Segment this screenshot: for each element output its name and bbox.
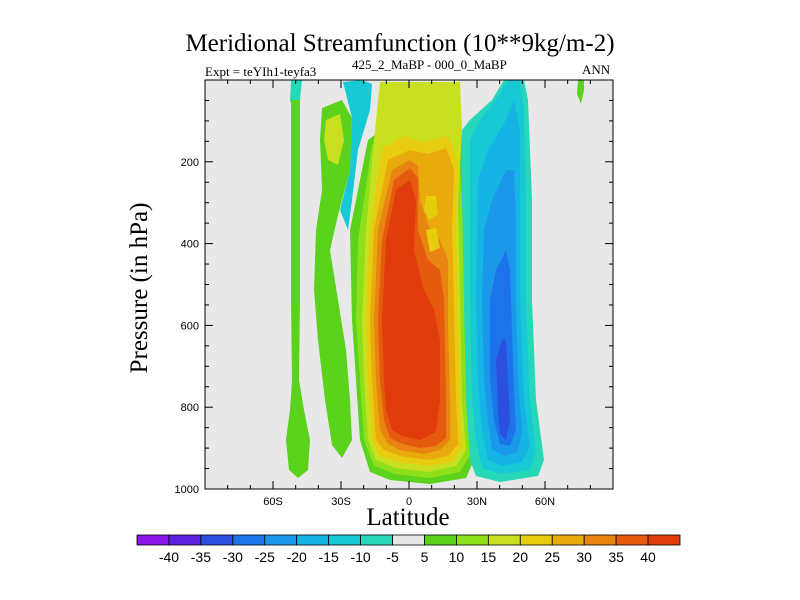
colorbar-label: 35 bbox=[608, 549, 624, 565]
contour-green-south-polar bbox=[286, 100, 310, 478]
contour-cyan-south-polar bbox=[290, 80, 302, 102]
y-tick-label: 800 bbox=[181, 402, 199, 414]
contour-cyan-south-mid bbox=[340, 80, 372, 230]
contour-hadley-pocket-3 bbox=[426, 228, 440, 252]
y-tick-label: 400 bbox=[181, 239, 199, 251]
colorbar-swatch bbox=[200, 534, 234, 546]
experiment-label: Expt = teYIh1-teyfa3 bbox=[205, 64, 317, 79]
x-tick-label: 60N bbox=[535, 496, 555, 508]
contour-north-high-lat bbox=[577, 80, 584, 104]
colorbar-swatch bbox=[519, 534, 553, 546]
season-label: ANN bbox=[582, 62, 611, 77]
contour-yellowgreen-south-ferrel bbox=[324, 114, 344, 165]
colorbar-label: 15 bbox=[481, 549, 497, 565]
colorbar-swatch bbox=[615, 534, 649, 546]
colorbar-label: -10 bbox=[350, 549, 370, 565]
colorbar-swatch bbox=[583, 534, 617, 546]
colorbar-label: -15 bbox=[319, 549, 339, 565]
period-label: 425_2_MaBP - 000_0_MaBP bbox=[352, 57, 507, 72]
y-axis-label: Pressure (in hPa) bbox=[126, 202, 153, 374]
colorbar-swatch bbox=[264, 534, 298, 546]
colorbar-label: -30 bbox=[223, 549, 243, 565]
colorbar-swatch bbox=[424, 534, 457, 546]
x-tick-label: 30N bbox=[467, 496, 487, 508]
colorbar-label: -20 bbox=[287, 549, 307, 565]
colorbar-swatch bbox=[456, 534, 489, 546]
contour-hadley-40 bbox=[382, 180, 440, 440]
colorbar-label: 10 bbox=[449, 549, 465, 565]
x-tick-label: 60S bbox=[263, 496, 283, 508]
colorbar-swatch bbox=[487, 534, 521, 546]
colorbar-label: -35 bbox=[191, 549, 211, 565]
colorbar-swatch bbox=[168, 534, 202, 546]
axis-ticks: 60S 30S 0 30N 60N 200 400 600 800 1000 bbox=[175, 80, 613, 508]
colorbar-label: 30 bbox=[576, 549, 592, 565]
chart-title: Meridional Streamfunction (10**9kg/m-2) bbox=[185, 30, 615, 57]
colorbar-swatch bbox=[232, 534, 266, 546]
colorbar-swatch bbox=[392, 534, 425, 546]
colorbar-label: -40 bbox=[159, 549, 179, 565]
contour-hadley-pocket-1 bbox=[424, 156, 442, 182]
y-tick-label: 1000 bbox=[175, 484, 199, 496]
colorbar-label: 5 bbox=[421, 549, 429, 565]
y-tick-label: 200 bbox=[181, 157, 199, 169]
contour-hadley-pocket-2 bbox=[424, 196, 438, 220]
contour-fill-group bbox=[286, 80, 584, 484]
colorbar-swatch bbox=[296, 534, 330, 546]
x-axis-label: Latitude bbox=[366, 504, 450, 531]
colorbar-label: 25 bbox=[544, 549, 560, 565]
colorbar-label: 40 bbox=[640, 549, 656, 565]
colorbar-label: -5 bbox=[386, 549, 399, 565]
colorbar-label: 20 bbox=[513, 549, 529, 565]
colorbar-swatch bbox=[551, 534, 585, 546]
x-tick-label: 0 bbox=[406, 496, 412, 508]
colorbar-swatch bbox=[360, 534, 393, 546]
x-tick-label: 30S bbox=[331, 496, 351, 508]
colorbar-swatch bbox=[136, 534, 170, 546]
colorbar-swatch bbox=[647, 534, 681, 546]
contour-green-south-ferrel bbox=[314, 100, 352, 458]
colorbar-swatch bbox=[328, 534, 361, 546]
colorbar: -40 -35 -30 -25 -20 -15 -10 -5 5 10 15 20 25 30 35 40 bbox=[136, 534, 681, 565]
colorbar-label: -25 bbox=[255, 549, 275, 565]
y-tick-label: 600 bbox=[181, 320, 199, 332]
contour-north-neg-30 bbox=[496, 340, 510, 440]
